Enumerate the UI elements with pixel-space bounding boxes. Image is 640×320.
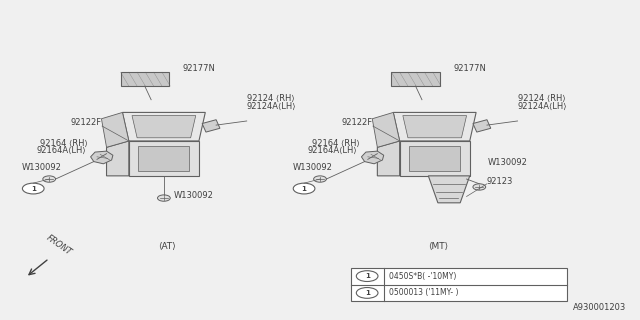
Polygon shape bbox=[91, 151, 113, 164]
Polygon shape bbox=[122, 112, 205, 141]
Text: 1: 1 bbox=[365, 273, 369, 279]
Circle shape bbox=[157, 195, 170, 201]
Text: ⟨AT⟩: ⟨AT⟩ bbox=[158, 242, 176, 251]
Polygon shape bbox=[202, 120, 220, 132]
Circle shape bbox=[314, 176, 326, 182]
Text: 92122F: 92122F bbox=[71, 118, 102, 127]
Text: 92177N: 92177N bbox=[454, 64, 486, 73]
Circle shape bbox=[473, 184, 486, 190]
Bar bbox=[351, 268, 567, 301]
Polygon shape bbox=[394, 112, 476, 141]
Circle shape bbox=[22, 183, 44, 194]
Polygon shape bbox=[362, 151, 384, 164]
Text: 92124A⟨LH⟩: 92124A⟨LH⟩ bbox=[518, 102, 567, 111]
Polygon shape bbox=[372, 112, 399, 147]
Text: 92177N: 92177N bbox=[183, 64, 216, 73]
Text: FRONT: FRONT bbox=[45, 233, 74, 257]
Text: 92164 ⟨RH⟩: 92164 ⟨RH⟩ bbox=[40, 139, 88, 148]
Text: W130092: W130092 bbox=[488, 158, 527, 167]
Text: 1: 1 bbox=[365, 290, 369, 296]
Text: 92124 ⟨RH⟩: 92124 ⟨RH⟩ bbox=[246, 94, 294, 103]
Text: 1: 1 bbox=[301, 186, 307, 192]
Polygon shape bbox=[473, 120, 491, 132]
Text: W130092: W130092 bbox=[173, 191, 213, 200]
Circle shape bbox=[356, 271, 378, 282]
Text: 92164A⟨LH⟩: 92164A⟨LH⟩ bbox=[36, 146, 86, 155]
Polygon shape bbox=[403, 116, 467, 138]
Circle shape bbox=[356, 288, 378, 298]
Polygon shape bbox=[378, 141, 399, 176]
Text: ⟨MT⟩: ⟨MT⟩ bbox=[428, 242, 448, 251]
Circle shape bbox=[43, 176, 56, 182]
Text: 92124 ⟨RH⟩: 92124 ⟨RH⟩ bbox=[518, 94, 565, 103]
Polygon shape bbox=[101, 112, 129, 147]
Polygon shape bbox=[129, 141, 199, 176]
Text: 92164A⟨LH⟩: 92164A⟨LH⟩ bbox=[307, 146, 357, 155]
Text: W130092: W130092 bbox=[22, 163, 61, 172]
Polygon shape bbox=[106, 141, 129, 176]
Text: 92164 ⟨RH⟩: 92164 ⟨RH⟩ bbox=[312, 139, 360, 148]
Bar bbox=[392, 72, 440, 86]
Text: 92123: 92123 bbox=[487, 177, 513, 186]
Text: 0500013 ('11MY- ): 0500013 ('11MY- ) bbox=[389, 288, 458, 297]
Text: 1: 1 bbox=[31, 186, 36, 192]
Bar bbox=[120, 72, 169, 86]
Text: W130092: W130092 bbox=[292, 163, 332, 172]
Text: 92122F: 92122F bbox=[342, 118, 373, 127]
Text: 92124A⟨LH⟩: 92124A⟨LH⟩ bbox=[246, 102, 296, 111]
Text: A930001203: A930001203 bbox=[573, 303, 626, 312]
Polygon shape bbox=[138, 146, 189, 171]
Circle shape bbox=[293, 183, 315, 194]
Polygon shape bbox=[132, 116, 196, 138]
Text: 0450S*B( -'10MY): 0450S*B( -'10MY) bbox=[389, 272, 456, 281]
Polygon shape bbox=[409, 146, 460, 171]
Polygon shape bbox=[399, 141, 470, 176]
Polygon shape bbox=[428, 176, 470, 203]
